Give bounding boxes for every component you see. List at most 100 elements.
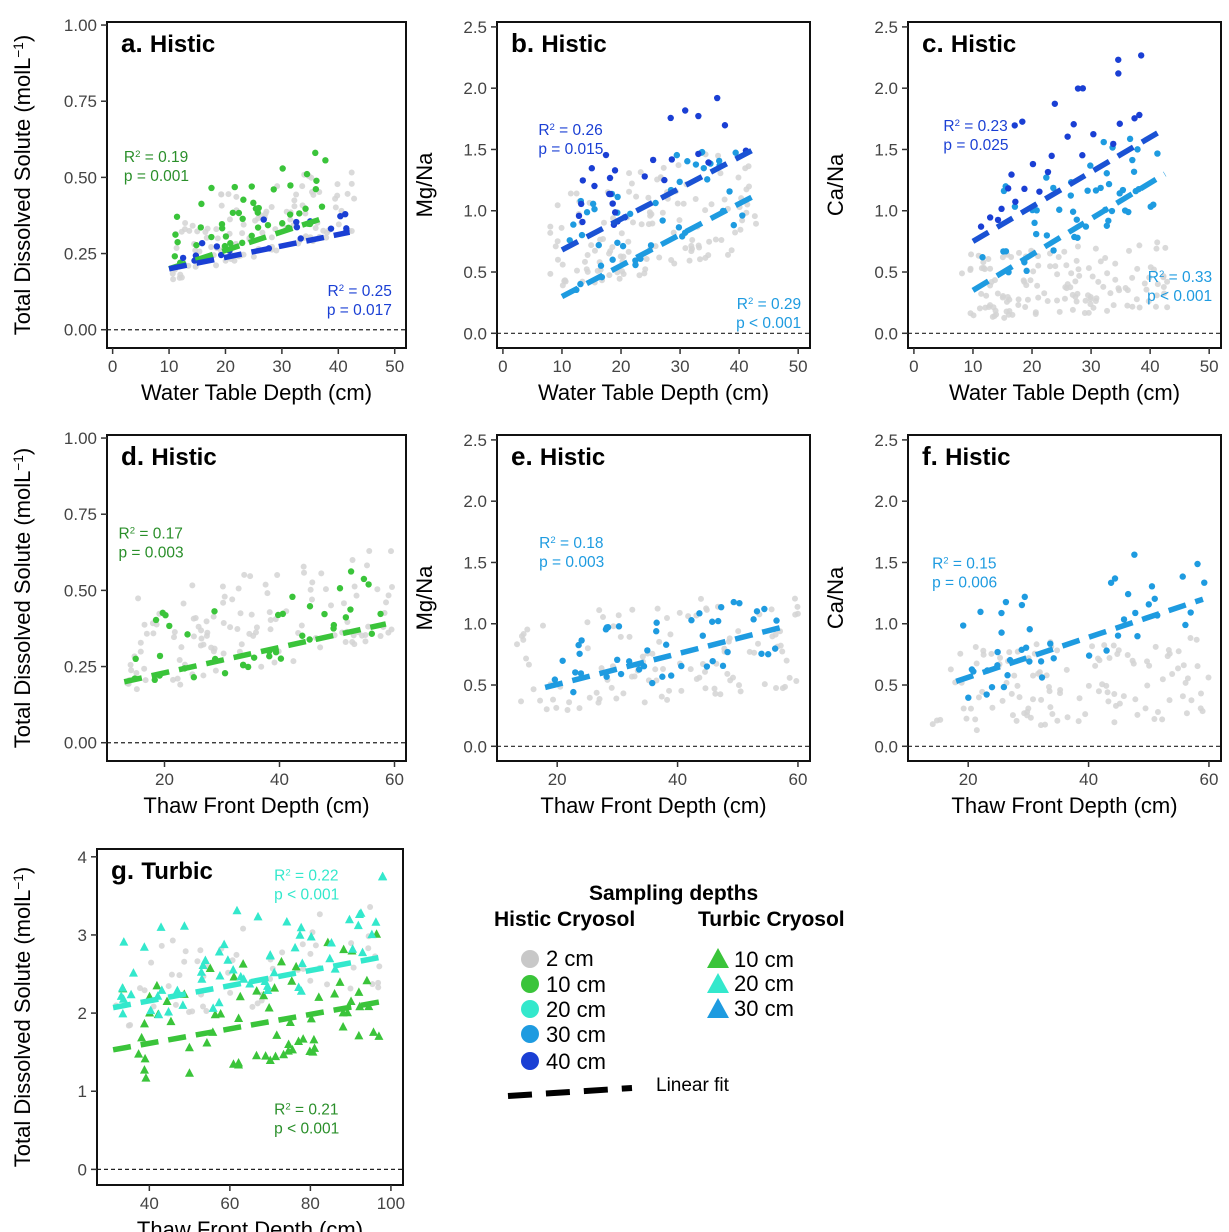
data-point-30cm <box>570 221 577 228</box>
data-point-2cm <box>1035 262 1042 269</box>
data-point-2cm <box>652 666 659 673</box>
data-point-40cm <box>998 205 1005 213</box>
data-point-40cm <box>293 218 300 226</box>
data-point-10cm <box>156 652 164 660</box>
data-point-2cm <box>229 596 236 603</box>
data-point-10cm <box>152 980 162 990</box>
data-point-2cm <box>348 940 355 947</box>
data-point-2cm <box>1054 717 1061 724</box>
y-tick-label: 0.00 <box>64 321 97 340</box>
data-point-2cm <box>309 579 316 586</box>
data-point-10cm <box>229 972 239 981</box>
y-tick-label: 0.0 <box>874 737 898 756</box>
data-point-10cm <box>287 182 294 189</box>
data-point-2cm <box>1105 698 1112 705</box>
data-point-2cm <box>659 209 666 216</box>
data-point-2cm <box>388 584 395 591</box>
data-point-2cm <box>141 665 148 672</box>
data-point-20cm <box>367 929 377 939</box>
data-point-20cm <box>344 914 354 924</box>
data-point-2cm <box>213 262 220 269</box>
data-point-10cm <box>250 654 258 661</box>
data-point-2cm <box>726 635 733 642</box>
data-point-2cm <box>1085 309 1092 316</box>
data-point-10cm <box>216 1009 226 1018</box>
fit-line-40cm <box>971 126 1167 244</box>
data-point-30cm <box>653 628 660 635</box>
data-point-2cm <box>189 582 196 589</box>
data-point-2cm <box>615 612 622 619</box>
data-point-10cm <box>338 1007 348 1017</box>
data-point-20cm <box>326 938 336 947</box>
x-tick-label: 0 <box>108 357 117 376</box>
data-point-10cm <box>302 205 309 212</box>
data-point-30cm <box>1097 184 1104 192</box>
data-point-10cm <box>287 976 297 985</box>
data-point-30cm <box>632 261 639 269</box>
data-point-20cm <box>128 968 138 977</box>
data-point-2cm <box>643 255 650 262</box>
x-tick-label: 60 <box>1200 770 1219 789</box>
data-point-2cm <box>1159 716 1166 723</box>
data-point-10cm <box>279 165 286 172</box>
panel-g: 0 1 2 3 4 40 60 80 100 Thaw Front Depth (cm) Total… <box>10 848 405 1232</box>
y-tick-label: 2.5 <box>874 18 898 37</box>
data-point-2cm <box>1089 643 1096 650</box>
data-point-30cm <box>715 157 723 165</box>
y-tick-label: 1.5 <box>874 140 898 159</box>
data-point-2cm <box>633 193 640 200</box>
data-point-30cm <box>609 256 616 263</box>
data-point-40cm <box>588 165 596 172</box>
data-point-2cm <box>1009 712 1016 719</box>
data-point-2cm <box>702 685 709 692</box>
data-point-10cm <box>271 1051 281 1061</box>
x-tick-label: 50 <box>789 357 808 376</box>
data-point-2cm <box>334 181 341 188</box>
data-point-30cm <box>675 224 683 231</box>
data-point-20cm <box>219 939 229 949</box>
data-point-2cm <box>566 699 573 706</box>
data-point-30cm <box>1120 616 1128 623</box>
data-point-2cm <box>626 188 633 195</box>
data-point-2cm <box>1106 654 1113 661</box>
data-point-30cm <box>603 673 610 680</box>
data-point-30cm <box>662 641 670 648</box>
y-tick-label: 0.50 <box>64 168 97 187</box>
data-point-2cm <box>703 605 710 612</box>
data-point-2cm <box>636 272 643 279</box>
data-point-2cm <box>978 290 985 297</box>
data-point-2cm <box>350 964 357 971</box>
data-point-10cm <box>218 225 226 232</box>
data-point-30cm <box>724 648 731 656</box>
data-point-2cm <box>200 672 207 679</box>
data-point-30cm <box>653 619 660 626</box>
data-point-10cm <box>139 1018 149 1028</box>
x-tick-label: 10 <box>160 357 179 376</box>
data-point-30cm <box>559 657 566 664</box>
data-point-2cm <box>376 963 383 970</box>
data-point-2cm <box>225 969 232 976</box>
data-point-2cm <box>262 581 269 588</box>
data-point-40cm <box>1029 160 1037 168</box>
data-point-10cm <box>330 988 340 998</box>
data-point-20cm <box>139 942 149 951</box>
data-point-30cm <box>1050 184 1057 192</box>
data-point-2cm <box>553 704 560 711</box>
fit-annotation: p = 0.003 <box>539 554 604 571</box>
data-point-40cm <box>591 182 598 190</box>
data-point-10cm <box>303 170 311 178</box>
data-point-2cm <box>1142 705 1149 712</box>
y-axis-label: Ca/Na <box>823 153 848 216</box>
data-point-2cm <box>675 162 682 169</box>
data-point-30cm <box>1150 201 1157 208</box>
data-point-2cm <box>190 633 197 640</box>
data-point-2cm <box>550 696 557 703</box>
data-point-30cm <box>676 178 683 186</box>
data-point-2cm <box>182 220 189 227</box>
data-point-2cm <box>1144 682 1151 689</box>
y-axis-label: Mg/Na <box>412 565 437 631</box>
data-point-20cm <box>239 974 249 983</box>
data-point-10cm <box>309 1034 319 1044</box>
data-point-2cm <box>960 705 967 712</box>
data-point-30cm <box>1038 674 1046 681</box>
